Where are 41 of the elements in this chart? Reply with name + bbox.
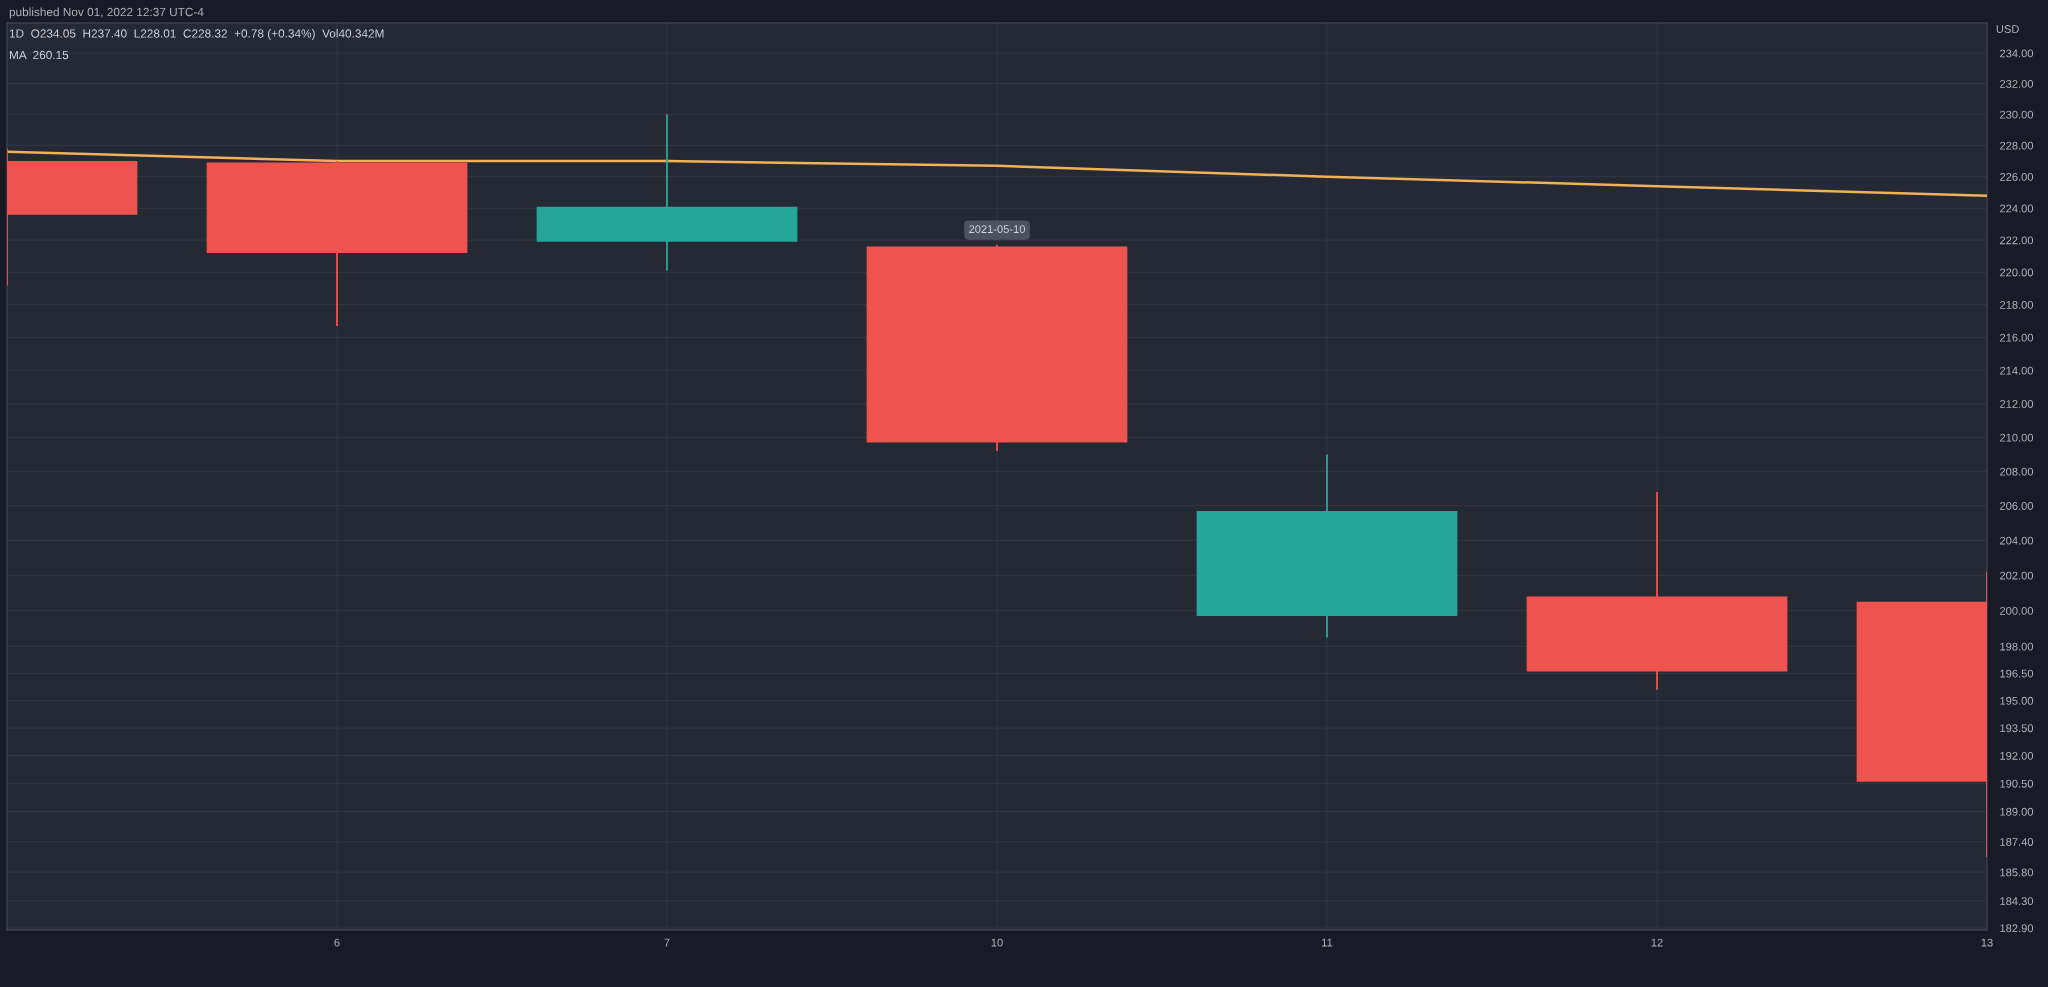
y-tick-label: 195.00: [2000, 696, 2034, 705]
y-tick-label: 208.00: [2000, 467, 2034, 476]
x-tick-label: 10: [991, 938, 1003, 947]
y-tick-label: 193.50: [2000, 724, 2034, 733]
annotation: MA 260.15: [9, 50, 69, 60]
x-tick-label: 11: [1322, 938, 1333, 947]
y-tick-label: 220.00: [2000, 268, 2034, 277]
y-tick-label: 224.00: [2000, 204, 2034, 213]
x-tick-label: 6: [334, 938, 340, 947]
annotation: 1D O234.05 H237.40 L228.01 C228.32 +0.78 (+0.34%) Vol40.342M: [9, 29, 384, 40]
y-tick-label: 232.00: [2000, 79, 2034, 88]
y-tick-label: 196.50: [2000, 669, 2034, 678]
y-tick-label: 189.00: [2000, 807, 2034, 816]
y-tick-label: 187.40: [2000, 838, 2034, 846]
x-tick-label: 7: [664, 938, 670, 947]
y-tick-label: 218.00: [2000, 300, 2034, 309]
line-series: [7, 150, 1987, 197]
y-tick-label: 182.90: [2000, 924, 2034, 933]
y-tick-label: 184.30: [2000, 897, 2034, 906]
y-tick-label: 190.50: [2000, 779, 2034, 788]
y-tick-label: 228.00: [2000, 141, 2034, 150]
y-tick-label: 230.00: [2000, 110, 2034, 119]
y-tick-label: 212.00: [2000, 400, 2034, 408]
y-tick-label: 202.00: [2000, 571, 2034, 580]
y-tick-label: 204.00: [2000, 536, 2034, 545]
y-tick-label: 200.00: [2000, 606, 2034, 615]
y-tick-label: 234.00: [2000, 49, 2034, 58]
y-axis-title: USD: [1996, 25, 2019, 33]
y-tick-label: 206.00: [2000, 502, 2034, 510]
y-tick-label: 226.00: [2000, 173, 2034, 181]
y-tick-label: 214.00: [2000, 366, 2034, 375]
x-tick-label: 13: [1981, 938, 1993, 947]
y-tick-label: 216.00: [2000, 333, 2034, 342]
x-tick-label: 12: [1651, 938, 1663, 947]
annotation: 2021-05-10: [969, 225, 1025, 234]
y-tick-label: 222.00: [2000, 236, 2034, 245]
y-tick-label: 192.00: [2000, 751, 2034, 760]
text: published Nov 01, 2022 12:37 UTC-4: [9, 7, 204, 19]
y-tick-label: 198.00: [2000, 642, 2034, 651]
y-tick-label: 210.00: [2000, 433, 2034, 442]
y-tick-label: 185.80: [2000, 868, 2034, 877]
